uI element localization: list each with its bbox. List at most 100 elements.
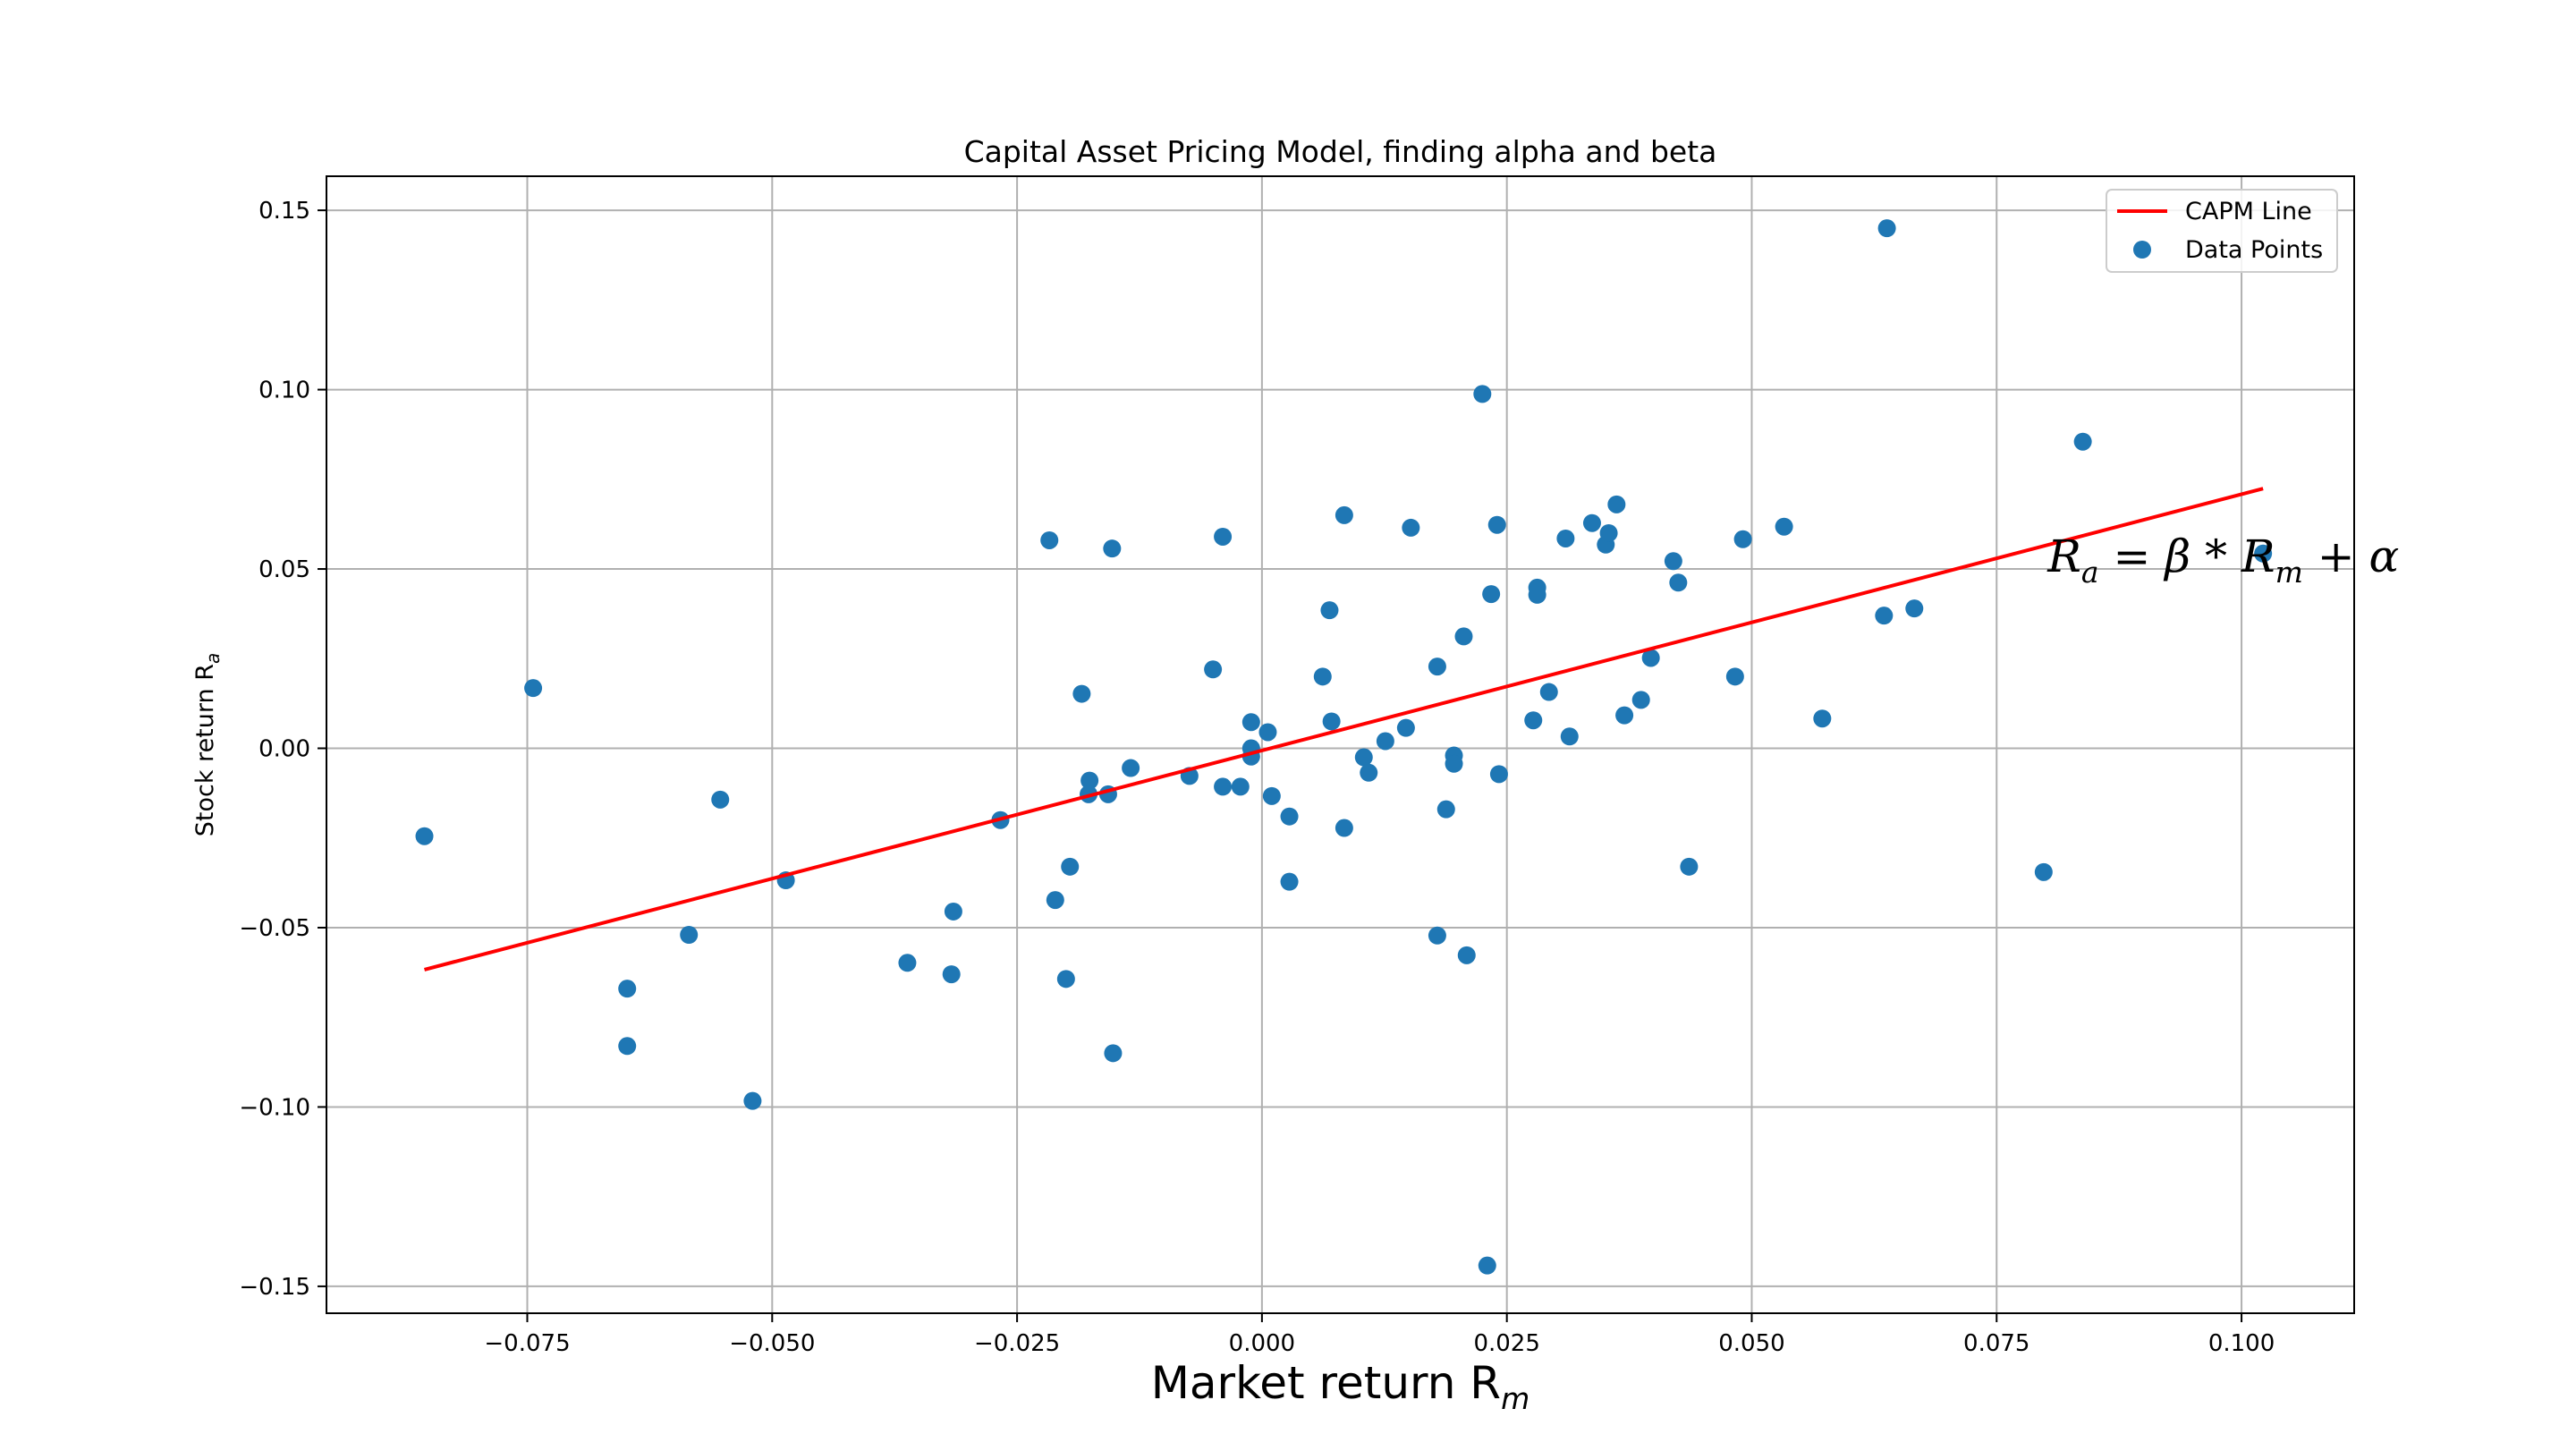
- data-point: [1669, 573, 1688, 592]
- y-tick-label: −0.10: [239, 1094, 310, 1121]
- data-point: [1524, 711, 1543, 730]
- data-point: [1725, 667, 1744, 686]
- data-point: [1428, 658, 1446, 676]
- y-tick-label: 0.05: [258, 556, 310, 583]
- data-point: [1376, 732, 1394, 751]
- data-point: [1582, 513, 1601, 532]
- axis-ticks: −0.075 −0.050 −0.025 0.000 0.025 0.050 0.075 0.…: [239, 198, 2275, 1357]
- data-point: [1457, 946, 1476, 964]
- data-point: [898, 954, 917, 972]
- data-point: [1103, 539, 1122, 558]
- data-point: [1072, 684, 1091, 703]
- data-point: [1813, 709, 1832, 728]
- data-point: [1487, 515, 1506, 534]
- x-axis-label-subscript: m: [1501, 1381, 1530, 1416]
- data-point: [1489, 765, 1508, 784]
- data-point: [2034, 862, 2053, 881]
- data-point: [1214, 777, 1233, 796]
- data-point: [1313, 667, 1332, 686]
- y-tick-label: 0.15: [258, 198, 310, 225]
- x-tick-label: −0.075: [484, 1330, 570, 1357]
- x-tick-label: −0.050: [729, 1330, 815, 1357]
- data-point: [1631, 691, 1650, 709]
- equation-ra: R: [2046, 530, 2081, 582]
- data-point: [1354, 748, 1373, 767]
- y-tick-label: −0.05: [239, 915, 310, 942]
- equation-rm-sub: m: [2275, 555, 2303, 590]
- data-point: [1262, 786, 1281, 805]
- data-point: [1599, 523, 1618, 542]
- y-axis-label-text: Stock return R: [191, 664, 219, 836]
- data-point: [680, 926, 699, 945]
- data-point: [1528, 585, 1546, 604]
- data-point: [1322, 712, 1341, 731]
- data-point: [1482, 585, 1501, 604]
- data-point: [1733, 530, 1752, 548]
- data-point: [1539, 683, 1558, 701]
- data-point: [1061, 857, 1080, 876]
- data-point: [2254, 544, 2273, 563]
- data-point: [1320, 601, 1339, 620]
- data-point: [1436, 800, 1455, 819]
- equation-middle: = β * R: [2099, 530, 2275, 582]
- data-point: [1360, 763, 1378, 782]
- data-point: [1615, 706, 1634, 725]
- equation-ra-sub: a: [2081, 555, 2099, 590]
- data-point: [1258, 723, 1277, 742]
- x-axis-label: Market return Rm: [1151, 1357, 1530, 1416]
- capm-equation-annotation: Ra = β * Rm + α: [2046, 530, 2399, 590]
- y-tick-label: 0.00: [258, 736, 310, 763]
- data-point: [1122, 759, 1140, 777]
- data-point: [1040, 530, 1059, 549]
- plot-series: [415, 219, 2273, 1275]
- y-axis-label-subscript: a: [202, 653, 224, 664]
- data-point: [1280, 807, 1299, 826]
- data-point: [1046, 891, 1064, 910]
- data-point: [618, 1037, 637, 1056]
- legend: CAPM Line Data Points: [2106, 189, 2338, 273]
- data-point: [524, 679, 543, 698]
- legend-label-capm-line: CAPM Line: [2185, 198, 2312, 225]
- data-point: [942, 965, 961, 984]
- data-point: [1241, 713, 1260, 732]
- data-point: [1680, 857, 1699, 876]
- data-point: [1875, 607, 1894, 625]
- data-point: [1335, 505, 1353, 524]
- data-point: [1402, 518, 1420, 537]
- data-point: [618, 980, 637, 998]
- legend-label-data-points: Data Points: [2185, 236, 2323, 264]
- data-point: [1204, 660, 1223, 679]
- data-point: [711, 790, 730, 809]
- data-point: [1214, 527, 1233, 546]
- data-point: [1607, 495, 1626, 513]
- data-point: [1478, 1256, 1496, 1275]
- data-point: [743, 1091, 762, 1110]
- data-point: [1775, 517, 1793, 536]
- plot-frame: [326, 175, 2355, 1314]
- y-axis-label: Stock return Ra: [191, 653, 224, 836]
- data-point: [415, 827, 434, 845]
- equation-tail: + α: [2303, 530, 2399, 582]
- data-point: [1664, 552, 1682, 571]
- data-point: [1104, 1044, 1123, 1063]
- capm-regression-line: [424, 487, 2264, 972]
- x-tick-label: 0.025: [1473, 1330, 1539, 1357]
- data-point: [1080, 771, 1099, 790]
- data-point: [1556, 529, 1575, 547]
- x-tick-label: −0.025: [974, 1330, 1060, 1357]
- x-tick-label: 0.000: [1229, 1330, 1295, 1357]
- data-point: [1280, 872, 1299, 891]
- data-point: [1641, 649, 1660, 667]
- data-point: [1056, 970, 1075, 989]
- data-point: [1905, 599, 1924, 618]
- data-point: [1877, 219, 1896, 238]
- data-point: [1335, 819, 1353, 837]
- data-point: [944, 902, 962, 921]
- y-tick-label: 0.10: [258, 378, 310, 404]
- data-point: [1473, 385, 1492, 403]
- x-tick-label: 0.050: [1718, 1330, 1784, 1357]
- data-point: [1454, 627, 1473, 646]
- x-tick-label: 0.075: [1963, 1330, 2029, 1357]
- data-point: [1231, 777, 1250, 796]
